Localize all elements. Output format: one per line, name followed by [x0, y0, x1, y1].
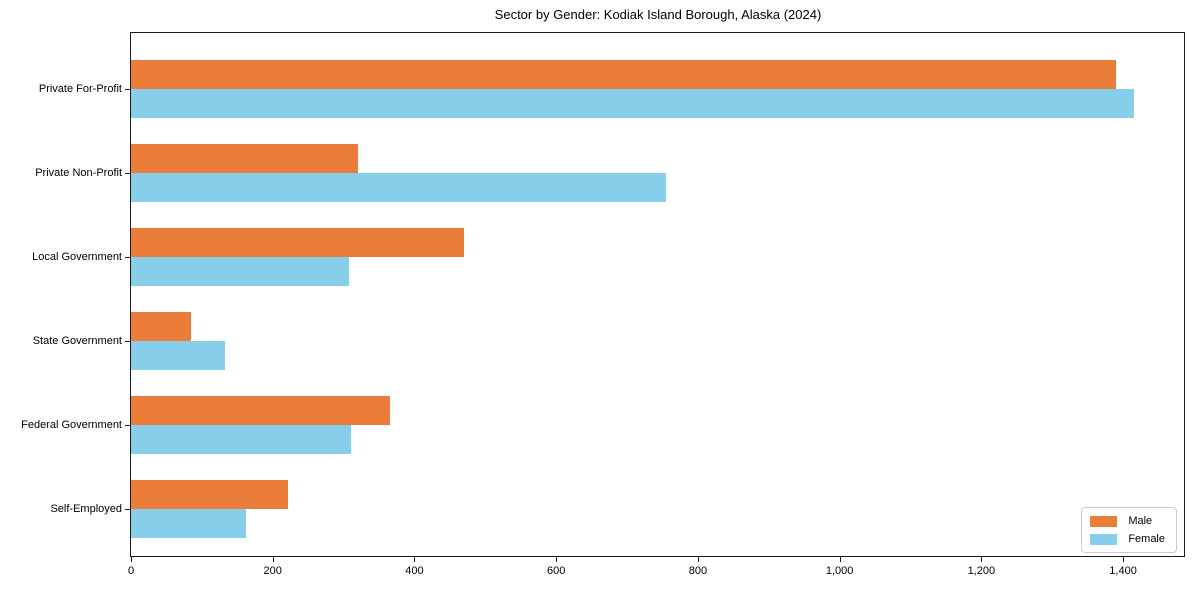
xtick-label-5: 1,000	[825, 565, 854, 577]
xtick-label-7: 1,400	[1109, 565, 1137, 577]
legend-entry-female: Female	[1090, 533, 1165, 545]
ytick-label-1: Private Non-Profit	[35, 167, 122, 179]
xtick-label-3: 600	[546, 565, 566, 577]
xtick-label-6: 1,200	[967, 565, 996, 577]
bar-male-1	[131, 143, 358, 173]
xtick-mark-7	[1123, 557, 1125, 562]
bar-male-0	[131, 59, 1116, 89]
ytick-label-4: Federal Government	[21, 419, 122, 431]
xtick-mark-5	[839, 557, 841, 562]
ytick-label-3: State Government	[32, 335, 122, 347]
legend-entry-male: Male	[1090, 515, 1165, 527]
ytick-mark-3	[125, 341, 130, 342]
xtick-label-4: 800	[688, 565, 708, 577]
chart-title: Sector by Gender: Kodiak Island Borough,…	[494, 7, 822, 22]
legend-label-male: Male	[1128, 515, 1153, 527]
bar-female-0	[131, 89, 1134, 119]
ytick-mark-0	[125, 89, 130, 90]
ytick-label-0: Private For-Profit	[38, 83, 122, 95]
xtick-label-0: 0	[127, 565, 135, 577]
xtick-mark-4	[697, 557, 699, 562]
xtick-mark-3	[556, 557, 558, 562]
xtick-mark-0	[131, 557, 132, 562]
ytick-mark-1	[125, 173, 130, 174]
ytick-mark-4	[125, 425, 130, 426]
bar-female-3	[131, 341, 226, 371]
legend-label-female: Female	[1128, 533, 1165, 545]
xtick-mark-6	[981, 557, 983, 562]
bar-female-2	[131, 257, 349, 287]
bar-female-5	[131, 509, 246, 539]
xtick-label-2: 400	[405, 565, 424, 577]
bar-female-1	[131, 173, 666, 203]
xtick-mark-2	[414, 557, 416, 562]
ytick-label-2: Local Government	[32, 251, 122, 263]
ytick-label-5: Self-Employed	[50, 503, 122, 515]
female-swatch-icon	[1090, 533, 1118, 545]
ytick-mark-5	[125, 509, 130, 510]
plot-area: Male Female	[130, 32, 1185, 557]
male-swatch-icon	[1090, 515, 1118, 527]
ytick-mark-2	[125, 257, 130, 258]
legend: Male Female	[1081, 507, 1177, 553]
bar-male-3	[131, 311, 191, 341]
xtick-mark-1	[272, 557, 274, 562]
bar-male-4	[131, 395, 390, 425]
bar-male-2	[131, 227, 465, 257]
bar-male-5	[131, 479, 289, 509]
bar-female-4	[131, 425, 351, 455]
xtick-label-1: 200	[263, 565, 282, 577]
